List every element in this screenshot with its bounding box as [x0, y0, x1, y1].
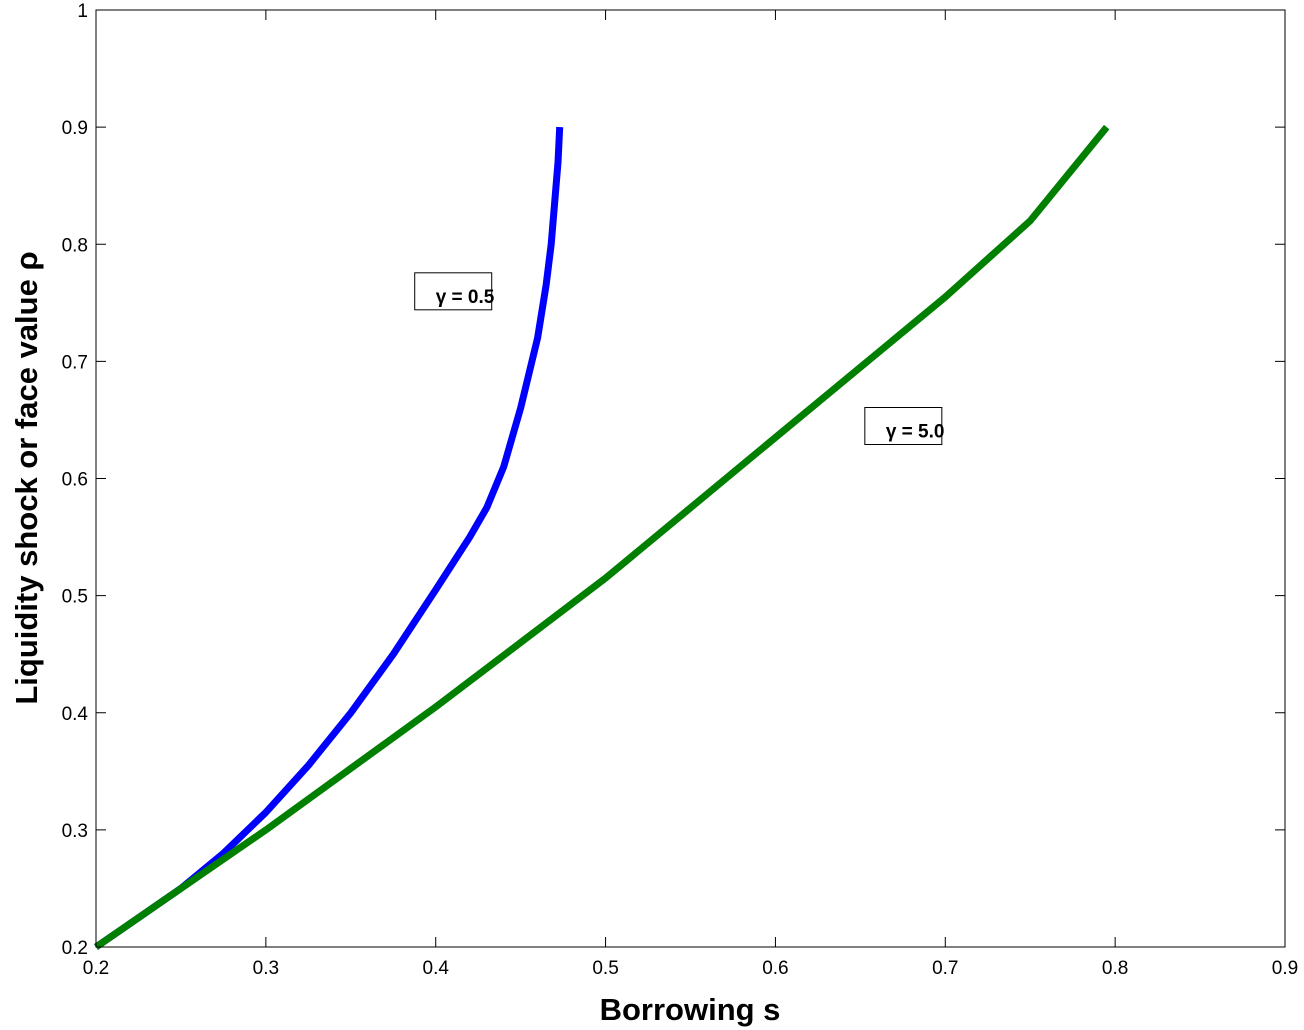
x-tick-label: 0.7: [932, 958, 958, 979]
y-tick-label: 0.7: [62, 352, 88, 373]
x-tick-label: 0.8: [1102, 958, 1128, 979]
series-line-2: [94, 124, 1110, 950]
y-tick-label: 0.6: [62, 470, 88, 491]
y-axis-title: Liquidity shock or face value ρ: [9, 251, 44, 704]
y-tick-label: 0.3: [62, 821, 88, 842]
series-layer: [94, 124, 1110, 950]
y-tick-label: 1: [77, 1, 88, 22]
x-tick-label: 0.6: [762, 958, 788, 979]
y-tick-label: 0.2: [62, 938, 88, 959]
annotation-label: γ = 0.5: [436, 287, 495, 308]
annotation-box: [414, 272, 493, 311]
annotation-layer: γ = 0.5 γ = 5.0: [414, 272, 945, 446]
annotation-box: [864, 407, 943, 446]
x-tick-label: 0.3: [253, 958, 279, 979]
plot-frame: [95, 9, 1286, 948]
y-tick-label: 0.9: [62, 118, 88, 139]
annotation-label: γ = 5.0: [886, 422, 945, 443]
x-tick-label: 0.4: [423, 958, 450, 979]
y-tick-label: 0.8: [62, 235, 88, 256]
x-tick-label: 0.5: [592, 958, 618, 979]
ticks-layer: 0.2 0.3 0.4 0.5 0.6 0.7 0.8 0.9 0.2 0.3 0.4 0.5 0.6 0…: [62, 1, 1299, 979]
y-tick-label: 0.5: [62, 587, 88, 608]
x-tick-label: 0.2: [83, 958, 109, 979]
series-line-1: [94, 126, 564, 950]
x-tick-label: 0.9: [1272, 958, 1298, 979]
y-tick-label: 0.4: [62, 704, 89, 725]
x-axis-title: Borrowing s: [600, 992, 781, 1027]
